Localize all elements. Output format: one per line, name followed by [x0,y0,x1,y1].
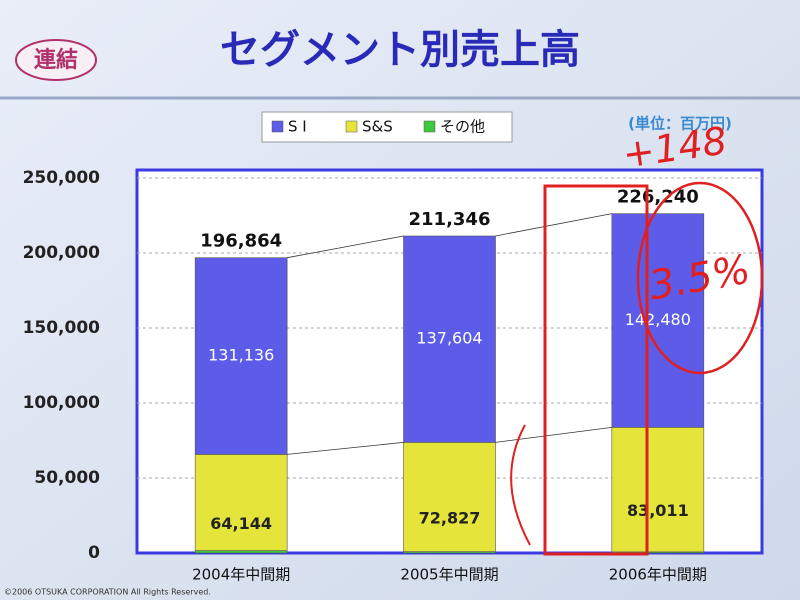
y-tick-label: 250,000 [23,168,101,188]
x-tick-label: 2005年中間期 [400,566,498,584]
y-tick-label: 150,000 [23,318,101,338]
y-tick-label: 200,000 [23,243,101,263]
unit-label: (単位：百万円) [628,115,732,133]
legend-swatch [271,120,284,133]
badge-frame [15,39,97,81]
value-label: 131,136 [208,346,274,365]
bar-segment [194,257,288,455]
value-label: 64,144 [210,514,272,533]
highlight-box [543,184,649,556]
value-label: 83,011 [627,501,689,520]
bars: 1,58464,144131,136196,86491472,827137,60… [194,187,705,554]
y-tick-label: 0 [88,543,100,563]
hand-bracket [510,424,531,546]
chart-title: セグメント別売上高 [220,27,580,73]
total-label: 211,346 [409,209,491,230]
bar-segment [611,213,705,428]
legend-box [261,111,513,143]
bar-segment [194,454,288,551]
legend-swatch [423,120,436,133]
hand-circle [636,181,764,375]
bar-segment [611,427,705,553]
legend-label: S&S [362,118,393,136]
connector-line [287,441,404,455]
bar-segment [403,235,496,443]
legend-label: その他 [440,118,485,136]
legend-label: S I [288,118,307,136]
value-label: 72,827 [419,509,481,528]
x-tick-label: 2004年中間期 [192,566,290,584]
connector-line [495,213,612,237]
handwriting [510,181,764,556]
badge: 連結 [34,47,78,73]
bar-segment [194,550,288,554]
y-tick-label: 100,000 [23,393,101,413]
x-tick-label: 2006年中間期 [609,566,707,584]
total-label: 196,864 [200,231,282,252]
total-label: 226,240 [617,187,699,208]
legend-swatch [345,120,358,133]
footer: ©2006 OTSUKA CORPORATION All Rights Rese… [4,588,211,597]
bar-segment [403,442,496,552]
value-label: 137,604 [416,329,482,348]
value-label: 142,480 [625,310,691,329]
connector-line [287,235,404,259]
y-tick-label: 50,000 [34,468,100,488]
connector-line [495,426,612,443]
